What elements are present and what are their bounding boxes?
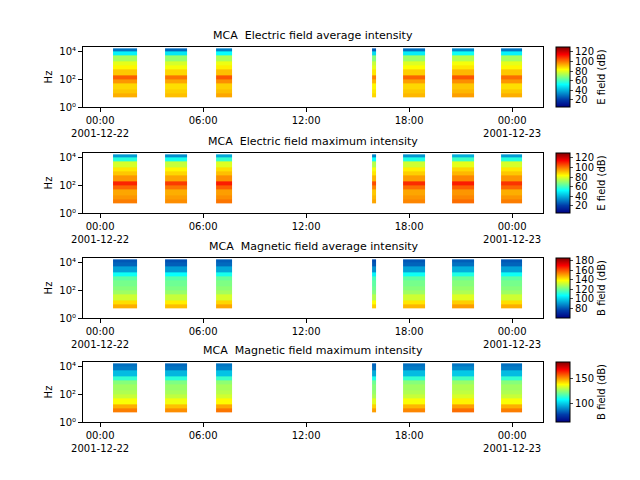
svg-text:Hz: Hz	[43, 386, 54, 399]
svg-text:10⁴: 10⁴	[59, 257, 76, 268]
svg-text:10²: 10²	[59, 180, 76, 191]
svg-text:MCA Magnetic field average in: MCA Magnetic field average intensity	[209, 240, 418, 253]
svg-text:10²: 10²	[59, 285, 76, 296]
svg-text:10²: 10²	[59, 74, 76, 85]
svg-text:100: 100	[575, 162, 594, 173]
svg-text:12:00: 12:00	[292, 326, 321, 337]
svg-text:MCA Electric field maximum in: MCA Electric field maximum intensity	[208, 135, 418, 148]
svg-text:00:002001-12-22: 00:002001-12-22	[71, 221, 129, 245]
svg-text:MCA Electric field average in: MCA Electric field average intensity	[213, 29, 413, 42]
svg-text:140: 140	[575, 274, 594, 285]
svg-text:10⁰: 10⁰	[59, 313, 76, 324]
svg-text:00:002001-12-23: 00:002001-12-23	[483, 326, 541, 350]
svg-text:160: 160	[575, 265, 594, 276]
svg-text:Hz: Hz	[43, 282, 54, 295]
svg-text:06:00: 06:00	[189, 430, 218, 441]
svg-text:40: 40	[575, 85, 588, 96]
svg-text:10²: 10²	[59, 389, 76, 400]
svg-text:12:00: 12:00	[292, 221, 321, 232]
svg-text:10⁴: 10⁴	[59, 361, 76, 372]
svg-text:B field (dB): B field (dB)	[596, 364, 607, 420]
svg-text:E field (dB): E field (dB)	[596, 155, 607, 210]
svg-text:18:00: 18:00	[395, 115, 424, 126]
svg-text:06:00: 06:00	[189, 221, 218, 232]
svg-text:80: 80	[575, 172, 588, 183]
svg-text:18:00: 18:00	[395, 221, 424, 232]
svg-text:100: 100	[575, 398, 594, 409]
svg-text:150: 150	[575, 373, 594, 384]
svg-text:120: 120	[575, 46, 594, 57]
svg-text:80: 80	[575, 303, 588, 314]
svg-text:120: 120	[575, 284, 594, 295]
svg-text:00:002001-12-22: 00:002001-12-22	[71, 326, 129, 350]
svg-text:10⁰: 10⁰	[59, 417, 76, 428]
svg-text:B field (dB): B field (dB)	[596, 260, 607, 316]
svg-text:100: 100	[575, 56, 594, 67]
svg-text:Hz: Hz	[43, 71, 54, 84]
svg-text:12:00: 12:00	[292, 430, 321, 441]
svg-text:60: 60	[575, 75, 588, 86]
svg-text:Hz: Hz	[43, 177, 54, 190]
svg-text:20: 20	[575, 94, 588, 105]
svg-text:10⁰: 10⁰	[59, 102, 76, 113]
svg-text:E field (dB): E field (dB)	[596, 49, 607, 104]
svg-text:MCA Magnetic field maximum in: MCA Magnetic field maximum intensity	[203, 344, 423, 357]
svg-text:00:002001-12-23: 00:002001-12-23	[483, 430, 541, 454]
svg-text:100: 100	[575, 293, 594, 304]
svg-text:00:002001-12-22: 00:002001-12-22	[71, 430, 129, 454]
svg-text:10⁴: 10⁴	[59, 152, 76, 163]
svg-text:00:002001-12-23: 00:002001-12-23	[483, 115, 541, 139]
svg-text:00:002001-12-22: 00:002001-12-22	[71, 115, 129, 139]
svg-text:18:00: 18:00	[395, 326, 424, 337]
svg-text:20: 20	[575, 200, 588, 211]
svg-text:00:002001-12-23: 00:002001-12-23	[483, 221, 541, 245]
svg-text:80: 80	[575, 66, 588, 77]
svg-text:40: 40	[575, 191, 588, 202]
svg-text:10⁰: 10⁰	[59, 208, 76, 219]
svg-text:06:00: 06:00	[189, 326, 218, 337]
svg-text:06:00: 06:00	[189, 115, 218, 126]
svg-text:60: 60	[575, 181, 588, 192]
svg-text:18:00: 18:00	[395, 430, 424, 441]
svg-text:12:00: 12:00	[292, 115, 321, 126]
svg-text:10⁴: 10⁴	[59, 46, 76, 57]
svg-text:120: 120	[575, 152, 594, 163]
svg-text:180: 180	[575, 255, 594, 266]
